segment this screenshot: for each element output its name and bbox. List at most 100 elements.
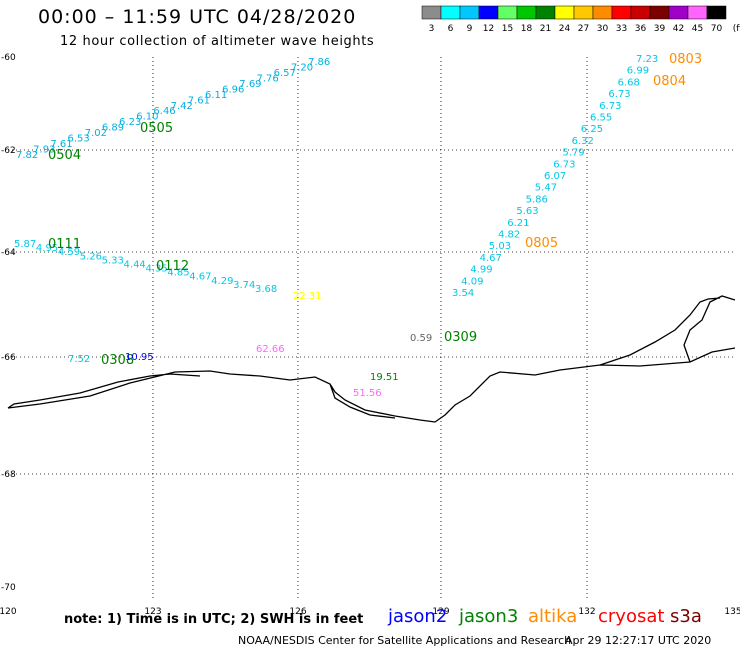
longitude-label: 126 [289, 607, 306, 617]
wave-height-value: 4.29 [211, 276, 233, 287]
altimeter-tracks: 7.827.937.616.537.026.896.236.106.467.42… [14, 52, 702, 399]
wave-height-value: 7.20 [291, 62, 313, 73]
latitude-label: -64 [1, 248, 16, 258]
colorbar-tick-label: 21 [540, 24, 551, 34]
wave-height-value: 6.07 [544, 171, 566, 182]
wave-height-value: 5.79 [562, 148, 584, 159]
wave-height-value: 7.93 [33, 145, 55, 156]
colorbar-swatch [459, 5, 480, 20]
track-time-label: 0309 [444, 330, 477, 345]
colorbar-swatch [421, 5, 442, 20]
legend-item-jason2: jason2 [388, 606, 448, 627]
latitude-label: -60 [1, 53, 16, 63]
colorbar-swatch [668, 5, 689, 20]
wave-height-value: 4.67 [189, 272, 211, 283]
wave-height-value: 6.73 [553, 159, 575, 170]
legend-item-cryosat: cryosat [598, 606, 665, 627]
wave-height-value: 4.95 [36, 243, 58, 254]
wave-height-value: 51.56 [353, 388, 382, 399]
wave-height-value: 3.68 [255, 284, 277, 295]
footer-credit: NOAA/NESDIS Center for Satellite Applica… [238, 634, 572, 647]
wave-height-value: 6.73 [608, 89, 630, 100]
track-time-label: 0805 [525, 236, 558, 251]
coastline [7, 295, 736, 423]
colorbar-tick-label: 12 [483, 24, 494, 34]
wave-height-value: 6.57 [274, 68, 296, 79]
longitude-label: 120 [0, 607, 17, 617]
track-time-label: 0803 [669, 52, 702, 67]
wave-height-value: 5.63 [516, 206, 538, 217]
wave-height-value: 4.35 [145, 264, 167, 275]
wave-height-value: 10.95 [125, 352, 154, 363]
wave-height-value: 6.10 [136, 112, 158, 123]
wave-height-value: 4.44 [124, 259, 146, 270]
wave-height-value: 7.69 [239, 79, 261, 90]
wave-height-value: 3.54 [452, 288, 474, 299]
track-time-label: 0804 [653, 74, 686, 89]
wave-height-value: 7.82 [16, 150, 38, 161]
colorbar-swatch [592, 5, 613, 20]
wave-height-value: 7.42 [171, 101, 193, 112]
colorbar-swatch [687, 5, 708, 20]
page-subtitle: 12 hour collection of altimeter wave hei… [60, 34, 375, 49]
legend-item-s3a: s3a [670, 606, 702, 627]
track-time-label: 0308 [101, 353, 134, 368]
colorbar-swatch [440, 5, 461, 20]
colorbar-tick-label: 36 [635, 24, 647, 34]
track-time-label: 0504 [48, 148, 81, 163]
wave-height-value: 62.66 [256, 344, 285, 355]
colorbar-tick-label: 42 [673, 24, 684, 34]
wave-height-value: 4.99 [470, 265, 492, 276]
latitude-label: -62 [1, 146, 16, 156]
colorbar-tick-label: 27 [578, 24, 589, 34]
wave-height-value: 6.11 [205, 90, 227, 101]
colorbar-swatch [516, 5, 537, 20]
wave-height-value: 7.52 [68, 354, 90, 365]
wave-height-value: 7.76 [256, 73, 278, 84]
footer-note: note: 1) Time is in UTC; 2) SWH is in fe… [64, 612, 364, 627]
colorbar-swatch [478, 5, 499, 20]
page-title: 00:00 – 11:59 UTC 04/28/2020 [38, 6, 357, 28]
wave-height-value: 6.46 [153, 106, 175, 117]
wave-height-value: 4.59 [58, 247, 80, 258]
longitude-label: 135 [724, 607, 740, 617]
wave-height-value: 6.99 [627, 66, 649, 77]
legend-item-jason3: jason3 [459, 606, 519, 627]
wave-height-value: 5.87 [14, 239, 36, 250]
wave-height-value: 7.02 [85, 128, 107, 139]
colorbar-tick-label: 9 [467, 24, 473, 34]
colorbar-tick-label: 3 [429, 24, 435, 34]
wave-height-value: 6.23 [119, 117, 141, 128]
wave-height-value: 6.25 [581, 124, 603, 135]
wave-height-value: 6.21 [507, 218, 529, 229]
longitude-label: 132 [578, 607, 595, 617]
wave-height-value: 4.82 [498, 230, 520, 241]
colorbar-swatch [649, 5, 670, 20]
wave-height-value: 0.59 [410, 333, 432, 344]
wave-height-value: 5.26 [80, 251, 102, 262]
wave-height-value: 6.53 [68, 134, 90, 145]
colorbar-swatch [497, 5, 518, 20]
wave-height-value: 7.61 [50, 139, 72, 150]
map-grid: 120 123 126 129 132 135 -60 -62 -64 -66 -68 -70 [0, 53, 740, 617]
wave-height-value: 7.23 [636, 54, 658, 65]
wave-height-value: 4.85 [167, 268, 189, 279]
wave-height-value: 4.67 [480, 253, 502, 264]
colorbar-tick-label: (ft) [733, 24, 740, 34]
wave-height-value: 22.31 [293, 291, 322, 302]
wave-height-value: 7.61 [188, 95, 210, 106]
colorbar-swatch [706, 5, 727, 20]
longitude-label: 129 [432, 607, 449, 617]
wave-height-value: 6.68 [618, 77, 640, 88]
wave-height-value: 6.89 [102, 123, 124, 134]
colorbar-tick-label: 30 [597, 24, 609, 34]
colorbar-tick-label: 15 [502, 24, 513, 34]
track-time-label: 0112 [156, 259, 189, 274]
wave-height-value: 19.51 [370, 372, 399, 383]
colorbar-tick-label: 18 [521, 24, 533, 34]
wave-height-value: 5.86 [526, 194, 548, 205]
colorbar-swatch [611, 5, 632, 20]
wave-height-value: 6.96 [222, 84, 244, 95]
colorbar-swatch [630, 5, 651, 20]
